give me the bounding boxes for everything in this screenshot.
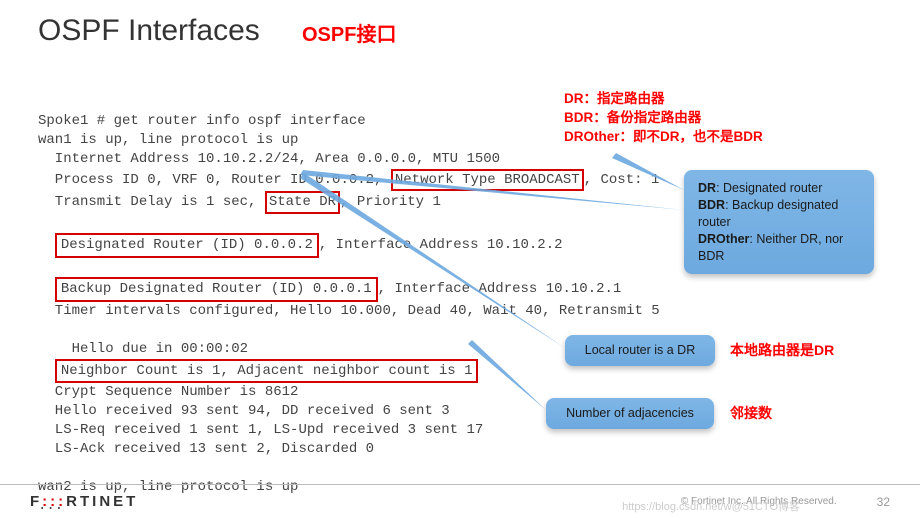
term-line: , Interface Address 10.10.2.2	[319, 237, 563, 253]
hl-neighbor-count: Neighbor Count is 1, Adjacent neighbor c…	[55, 359, 479, 384]
term-line: Internet Address 10.10.2.2/24, Area 0.0.…	[38, 151, 500, 167]
term-line: LS-Ack received 13 sent 2, Discarded 0	[38, 441, 374, 457]
term-line: , Interface Address 10.10.2.1	[378, 281, 622, 297]
term-line: Process ID 0, VRF 0, Router ID 0.0.0.2,	[38, 172, 391, 188]
hl-network-type: Network Type BROADCAST	[391, 169, 584, 192]
slide-title: OSPF Interfaces	[38, 14, 260, 48]
fortinet-logo: F:::RTINET	[30, 493, 138, 510]
def-dr: DR: Designated router	[698, 180, 860, 197]
term-line: Timer intervals configured, Hello 10.000…	[38, 303, 660, 319]
hl-designated-router: Designated Router (ID) 0.0.0.2	[55, 233, 319, 258]
hl-state-dr: State DR	[265, 191, 340, 214]
term-line: LS-Req received 1 sent 1, LS-Upd receive…	[38, 422, 483, 438]
title-chinese: OSPF接口	[302, 18, 396, 47]
term-line: Transmit Delay is 1 sec,	[38, 194, 265, 210]
def-drother: DROther: Neither DR, nor BDR	[698, 231, 860, 265]
callout-adjacencies: Number of adjacencies	[546, 398, 714, 429]
term-line: Spoke1 # get router info ospf interface	[38, 113, 366, 129]
watermark: https://blog.csdn.net/w@51CTO博客	[622, 498, 800, 514]
term-line: , Cost: 1	[584, 172, 660, 188]
term-line: wan1 is up, line protocol is up	[38, 132, 298, 148]
hl-backup-router: Backup Designated Router (ID) 0.0.0.1	[55, 277, 378, 302]
term-line: Crypt Sequence Number is 8612	[38, 384, 298, 400]
callout-local-dr-cn: 本地路由器是DR	[730, 340, 834, 360]
def-bdr: BDR: Backup designated router	[698, 197, 860, 231]
term-line: Hello received 93 sent 94, DD received 6…	[38, 403, 450, 419]
term-line: Hello due in 00:00:02	[38, 341, 248, 357]
page-number: 32	[877, 495, 890, 509]
callout-local-dr: Local router is a DR	[565, 335, 715, 366]
callout-adjacencies-cn: 邻接数	[730, 403, 772, 423]
callout-definitions: DR: Designated router BDR: Backup design…	[684, 170, 874, 274]
terminal-output: Spoke1 # get router info ospf interface …	[38, 93, 660, 516]
term-line: , Priority 1	[340, 194, 441, 210]
